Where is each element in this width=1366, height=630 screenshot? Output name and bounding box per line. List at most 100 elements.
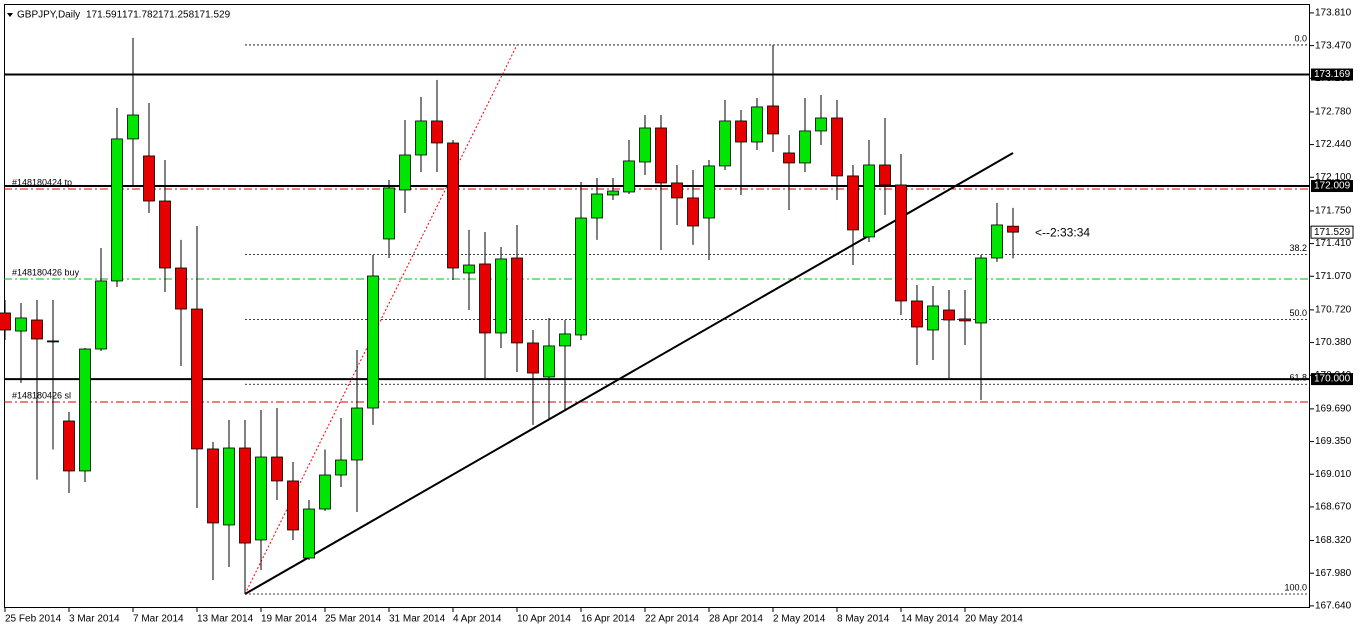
candle-body [159, 200, 171, 269]
candle-body [383, 187, 395, 240]
y-tick-label: 169.350 [1315, 436, 1352, 447]
fib-label: 38.2 [1289, 243, 1307, 253]
candle-body [863, 164, 875, 238]
candle-body [207, 448, 219, 524]
y-tick-label: 172.780 [1315, 107, 1352, 118]
candle-body [319, 474, 331, 510]
x-tick-label: 14 May 2014 [901, 614, 959, 625]
order-label: #148180426 buy [12, 267, 80, 277]
trendline [244, 152, 1014, 595]
candle-body [927, 305, 939, 331]
y-tick-label: 168.320 [1315, 535, 1352, 546]
x-tick-label: 10 Apr 2014 [517, 614, 571, 625]
candle-body [735, 120, 747, 143]
candle-body [991, 224, 1003, 259]
candle-body [623, 160, 635, 193]
current-price-box [1310, 225, 1354, 239]
y-tick-label: 169.010 [1315, 469, 1352, 480]
candle-body [751, 106, 763, 143]
candle-body [511, 257, 523, 344]
candle-body [111, 138, 123, 282]
candle-body [799, 130, 811, 164]
candle-body [143, 155, 155, 202]
candle-body [847, 175, 859, 231]
candle-body [239, 447, 251, 544]
y-tick-label: 171.750 [1315, 206, 1352, 217]
last-open: 171.591 [86, 10, 123, 21]
y-tick-label: 168.670 [1315, 502, 1352, 513]
candle-body [943, 309, 955, 321]
y-tick-label: 173.470 [1315, 40, 1352, 51]
y-tick-label: 170.720 [1315, 305, 1352, 316]
candle-body [271, 456, 283, 482]
candle-body [815, 117, 827, 132]
candle-body [47, 340, 59, 343]
candle-body [0, 312, 11, 331]
candle-body [95, 280, 107, 350]
menu-arrow[interactable] [7, 13, 13, 17]
candle-body [671, 182, 683, 199]
candle-body [831, 117, 843, 177]
candle-body [591, 193, 603, 219]
price-label: 173.169 [1314, 69, 1351, 80]
candle-body [415, 120, 427, 156]
price-label: 172.009 [1314, 181, 1351, 192]
candle-body [447, 142, 459, 269]
last-low: 171.258 [158, 10, 195, 21]
y-tick-label: 171.070 [1315, 271, 1352, 282]
price-label-box [1311, 68, 1353, 81]
x-tick-label: 22 Apr 2014 [645, 614, 699, 625]
fib-label: 50.0 [1289, 308, 1307, 318]
candle-body [303, 508, 315, 559]
candle-body [127, 114, 139, 140]
y-tick-label: 173.810 [1315, 8, 1352, 19]
candle-body [895, 184, 907, 302]
candle-body [479, 263, 491, 334]
candle-body [399, 154, 411, 191]
candle-body [543, 345, 555, 378]
last-close: 171.529 [194, 10, 231, 21]
candle-body [879, 164, 891, 186]
x-tick-label: 2 May 2014 [773, 614, 826, 625]
x-tick-label: 7 Mar 2014 [133, 614, 184, 625]
candle-body [527, 342, 539, 374]
y-tick-label: 172.100 [1315, 172, 1352, 183]
candle-body [223, 447, 235, 526]
order-label: #148180424 tp [12, 177, 72, 187]
x-tick-label: 20 May 2014 [965, 614, 1023, 625]
y-tick-label: 170.380 [1315, 337, 1352, 348]
candle-body [63, 420, 75, 472]
candle-body [79, 348, 91, 472]
x-tick-label: 25 Feb 2014 [5, 614, 62, 625]
chart-title: GBPJPY,Daily 171.591 171.782 171.258 171… [17, 10, 231, 21]
symbol: GBPJPY,Daily [17, 10, 80, 21]
candle-body [351, 407, 363, 461]
candle-body [687, 197, 699, 227]
y-tick-label: 167.640 [1315, 601, 1352, 612]
x-tick-label: 31 Mar 2014 [389, 614, 446, 625]
candle-body [175, 267, 187, 310]
candle-body [431, 120, 443, 144]
candle-body [959, 318, 971, 322]
price-label-box [1311, 373, 1353, 386]
candle-body [559, 333, 571, 347]
fib-label: 100.0 [1284, 582, 1307, 592]
y-tick-label: 169.690 [1315, 404, 1352, 415]
candle-body [463, 264, 475, 274]
y-tick-label: 171.410 [1315, 238, 1352, 249]
candle-body [783, 152, 795, 164]
countdown: <--2:33:34 [1035, 225, 1090, 239]
candle-body [911, 300, 923, 328]
last-high: 171.782 [122, 10, 159, 21]
candle-body [31, 319, 43, 340]
candle-body [607, 190, 619, 196]
candle-body [15, 317, 27, 332]
candle-body [335, 459, 347, 476]
candle-body [975, 257, 987, 324]
candle-body [639, 127, 651, 163]
x-tick-label: 13 Mar 2014 [197, 614, 254, 625]
fib-label: 0.0 [1294, 33, 1307, 43]
x-tick-label: 4 Apr 2014 [453, 614, 502, 625]
